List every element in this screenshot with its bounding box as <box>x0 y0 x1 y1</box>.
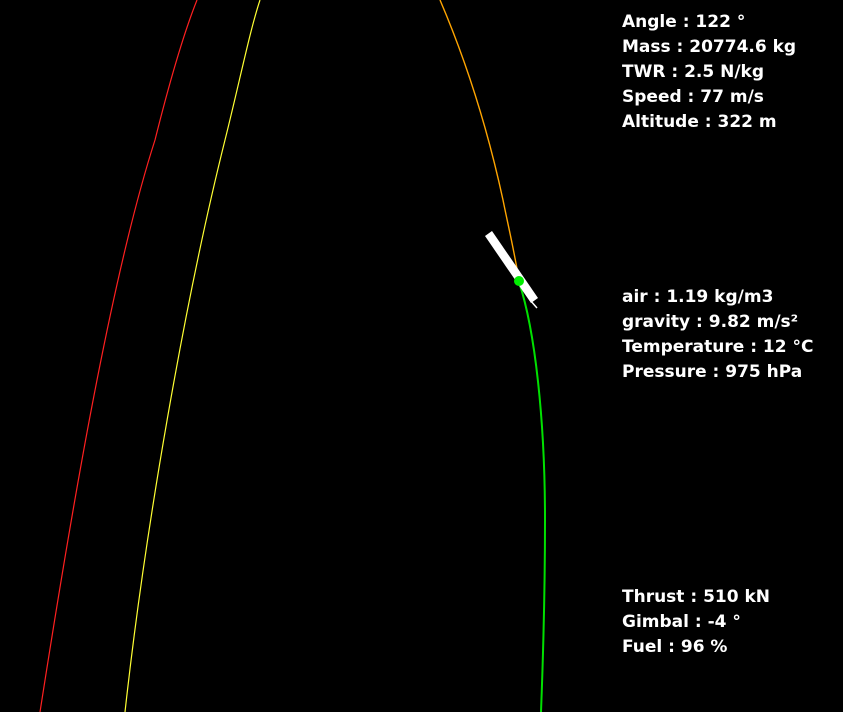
predicted-trajectory-yellow <box>124 0 261 712</box>
altitude-readout: Altitude : 322 m <box>622 112 777 132</box>
air-density-readout: air : 1.19 kg/m3 <box>622 287 774 307</box>
predicted-trajectory-orange <box>439 0 520 281</box>
rocket-exhaust <box>529 299 538 309</box>
rocket <box>485 231 538 309</box>
fuel-readout: Fuel : 96 % <box>622 637 728 657</box>
environment-readout-panel: air : 1.19 kg/m3 gravity : 9.82 m/s² Tem… <box>622 285 813 385</box>
mass-readout: Mass : 20774.6 kg <box>622 37 797 57</box>
angle-readout: Angle : 122 ° <box>622 12 746 32</box>
flown-trajectory <box>518 281 547 712</box>
speed-readout: Speed : 77 m/s <box>622 87 764 107</box>
pressure-readout: Pressure : 975 hPa <box>622 362 803 382</box>
flight-readout-panel: Angle : 122 ° Mass : 20774.6 kg TWR : 2.… <box>622 10 796 135</box>
engine-readout-panel: Thrust : 510 kN Gimbal : -4 ° Fuel : 96 … <box>622 585 770 660</box>
predicted-trajectory-red <box>39 0 198 712</box>
thrust-readout: Thrust : 510 kN <box>622 587 771 607</box>
rocket-body <box>485 231 538 303</box>
rocket-position-marker <box>514 276 524 286</box>
gravity-readout: gravity : 9.82 m/s² <box>622 312 799 332</box>
twr-readout: TWR : 2.5 N/kg <box>622 62 765 82</box>
gimbal-readout: Gimbal : -4 ° <box>622 612 741 632</box>
temperature-readout: Temperature : 12 °C <box>622 337 814 357</box>
